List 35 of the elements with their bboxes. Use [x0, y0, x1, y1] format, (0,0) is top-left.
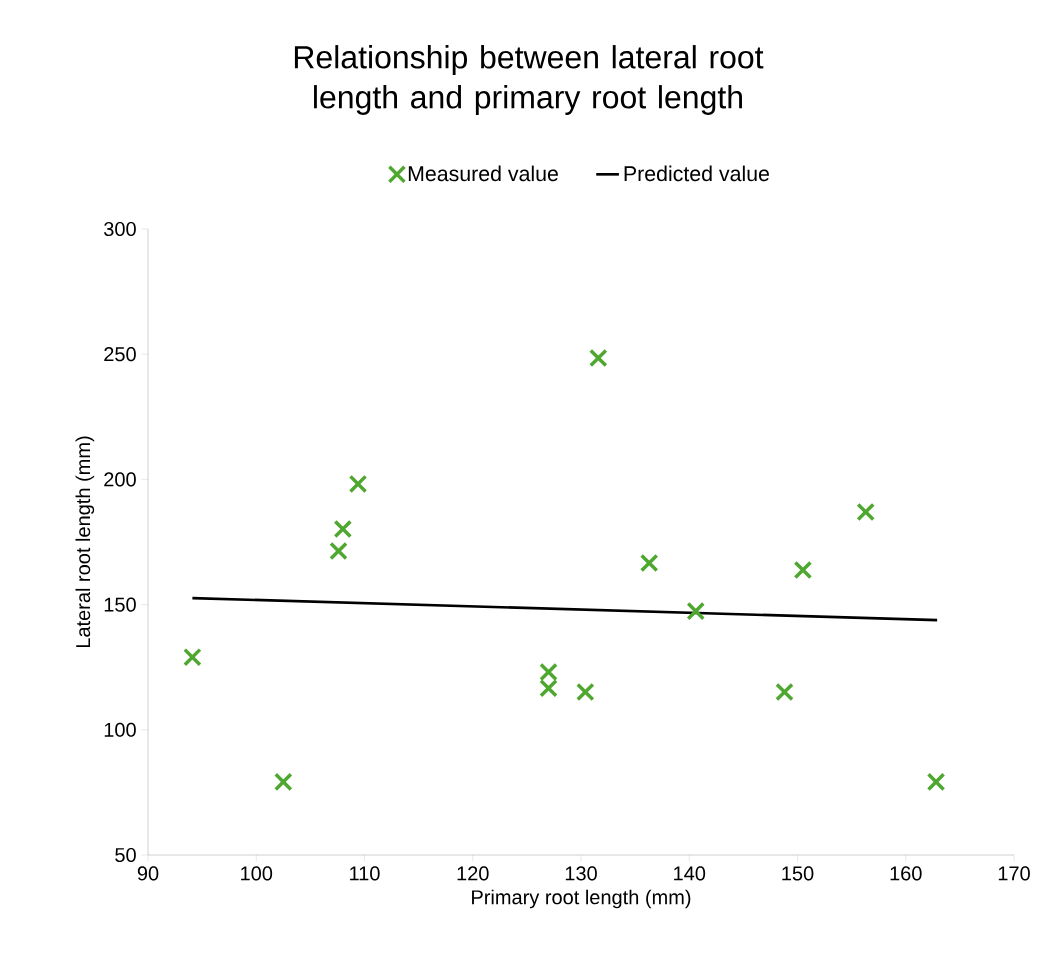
y-axis-title: Lateral root length (mm): [75, 436, 95, 648]
legend-label: Measured value: [408, 165, 558, 182]
y-tick-label: 250: [104, 347, 136, 362]
x-tick-label: 170: [998, 866, 1030, 881]
x-axis-title: Primary root length (mm): [472, 889, 691, 909]
y-tick-label: 200: [104, 472, 136, 487]
point: [639, 553, 659, 573]
x-tick-label: 120: [457, 866, 489, 881]
y-tick-label: 50: [115, 847, 136, 863]
point: [348, 474, 368, 494]
x-tick-label: 110: [350, 866, 380, 881]
y-tick-label: 300: [104, 221, 136, 237]
point: [589, 348, 608, 368]
y-tick-label: 100: [104, 722, 136, 737]
y-tick-label: 150: [104, 597, 136, 612]
x-tick-label: 130: [565, 866, 597, 881]
point: [183, 647, 202, 667]
point: [333, 519, 353, 539]
x-tick-label: 160: [890, 866, 922, 881]
x-tick-label: 140: [674, 866, 706, 881]
point: [274, 772, 293, 792]
legend-label: Predicted value: [624, 165, 769, 182]
point: [926, 772, 946, 792]
point: [686, 601, 706, 621]
point: [793, 560, 813, 580]
point: [775, 682, 794, 702]
x-tick-label: 90: [137, 866, 159, 881]
point: [576, 682, 595, 702]
chart-title: Relationship between lateral root length and primary root length: [294, 45, 764, 115]
point: [539, 662, 558, 682]
point: [539, 678, 558, 698]
x-tick-label: 150: [782, 866, 814, 881]
point: [329, 541, 348, 561]
point: [856, 502, 875, 522]
x-tick-label: 100: [241, 866, 273, 881]
